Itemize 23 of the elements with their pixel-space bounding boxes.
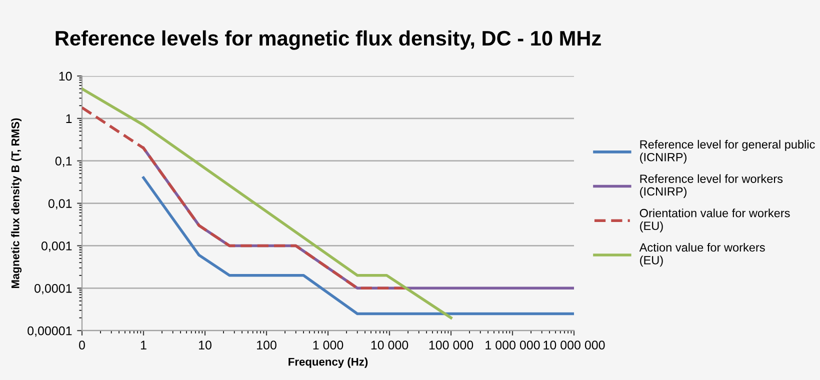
x-tick-label: 0	[79, 340, 85, 350]
legend-label: Reference level for general public (ICNIRP)	[640, 140, 815, 164]
x-tick-label: 1 000	[313, 340, 344, 350]
y-axis-title: Magnetic flux density B (T, RMS)	[11, 118, 22, 288]
x-tick-label: 1	[140, 340, 146, 350]
chart-title: Reference levels for magnetic flux density, DC - 10 MHz	[56, 30, 601, 50]
legend-label: Reference level for workers (ICNIRP)	[640, 174, 783, 198]
x-tick-label: 10	[199, 340, 212, 350]
x-tick-label: 10 000 000	[544, 340, 605, 350]
y-tick-label: 10	[59, 72, 72, 81]
legend-label: Orientation value for workers (EU)	[640, 208, 790, 232]
y-tick-label: 1	[66, 114, 72, 123]
x-axis-title: Frequency (Hz)	[288, 358, 368, 368]
x-tick-label: 100 000	[429, 340, 474, 350]
y-tick-label: 0,01	[48, 199, 72, 210]
legend-label: Action value for workers (EU)	[639, 242, 765, 267]
x-tick-label: 100	[257, 340, 276, 350]
y-tick-label: 0,1	[55, 156, 72, 167]
y-tick-label: 0,00001	[28, 326, 72, 337]
y-tick-label: 0,001	[41, 242, 72, 252]
x-tick-label: 10 000	[371, 340, 408, 350]
x-tick-label: 1 000 000	[486, 340, 540, 350]
y-tick-label: 0,0001	[34, 284, 72, 294]
